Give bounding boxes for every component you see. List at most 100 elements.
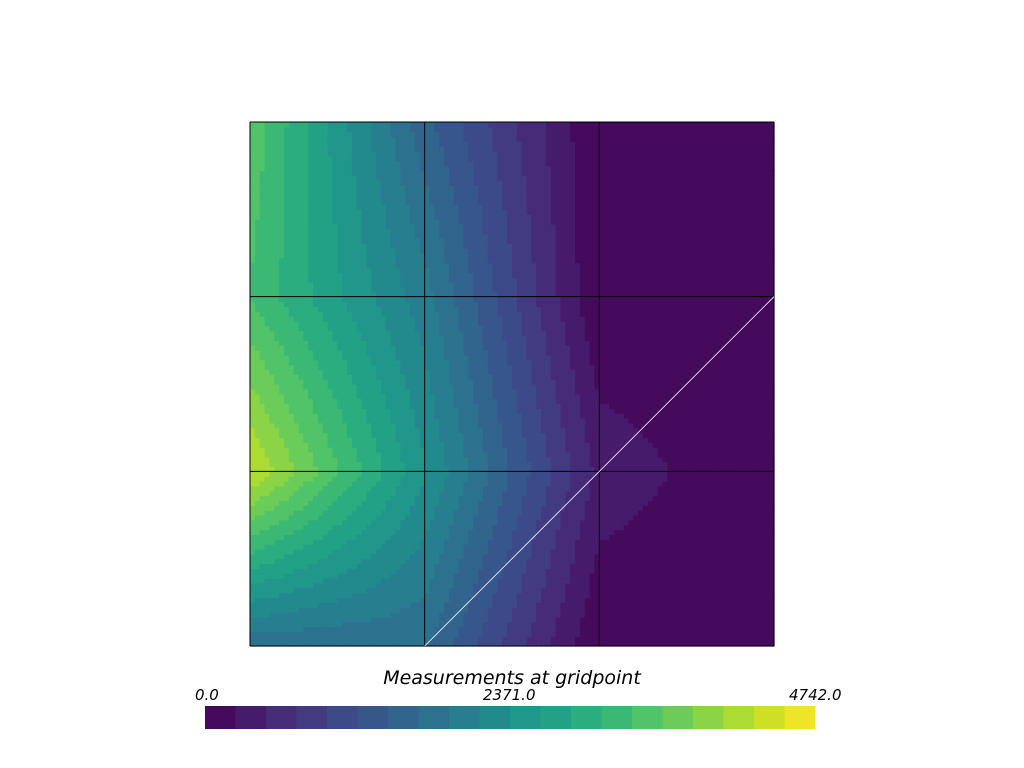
mesh-sample: [313, 194, 319, 201]
mesh-sample: [283, 602, 290, 608]
mesh-sample: [400, 612, 406, 618]
mesh-sample: [317, 626, 324, 633]
mesh-sample: [444, 534, 450, 540]
mesh-sample: [259, 582, 266, 589]
mesh-sample: [279, 219, 285, 225]
mesh-sample: [512, 515, 518, 521]
mesh-sample: [283, 592, 290, 599]
mesh-sample: [264, 490, 271, 497]
mesh-sample: [351, 481, 358, 487]
mesh-sample: [308, 612, 314, 618]
mesh-sample: [303, 374, 309, 380]
mesh-sample: [293, 253, 300, 259]
mesh-sample: [347, 320, 353, 327]
mesh-sample: [419, 364, 426, 371]
mesh-sample: [269, 126, 275, 133]
mesh-sample: [259, 296, 266, 303]
mesh-sample: [313, 160, 319, 167]
mesh-sample: [555, 495, 562, 502]
mesh-sample: [293, 267, 300, 274]
mesh-sample: [361, 398, 368, 405]
mesh-sample: [487, 510, 494, 516]
mesh-sample: [322, 277, 329, 283]
mesh-sample: [351, 631, 358, 637]
mesh-sample: [298, 146, 304, 152]
mesh-sample: [448, 524, 455, 531]
mesh-sample: [395, 631, 402, 637]
mesh-sample: [283, 597, 290, 603]
mesh-sample: [279, 325, 285, 332]
mesh-sample: [473, 597, 479, 603]
mesh-sample: [453, 616, 460, 623]
mesh-sample: [414, 272, 421, 278]
mesh-sample: [361, 539, 368, 545]
mesh-sample: [254, 131, 261, 138]
mesh-sample: [366, 306, 372, 312]
mesh-sample: [361, 563, 368, 569]
mesh-sample: [419, 461, 426, 468]
mesh-sample: [414, 437, 421, 443]
mesh-sample: [361, 384, 368, 390]
mesh-sample: [366, 490, 372, 497]
mesh-sample: [303, 175, 309, 181]
mesh-sample: [366, 175, 372, 181]
mesh-sample: [317, 403, 324, 409]
mesh-sample: [507, 573, 513, 579]
mesh-sample: [429, 578, 435, 584]
mesh-sample: [356, 612, 363, 618]
mesh-sample: [414, 398, 421, 405]
mesh-sample: [351, 296, 358, 303]
mesh-sample: [434, 548, 440, 555]
mesh-sample: [410, 621, 416, 628]
mesh-sample: [361, 238, 368, 244]
mesh-sample: [395, 641, 402, 647]
mesh-sample: [347, 626, 353, 633]
mesh-sample: [565, 529, 571, 536]
mesh-sample: [512, 578, 518, 584]
mesh-sample: [526, 563, 533, 569]
mesh-sample: [376, 510, 382, 516]
mesh-sample: [259, 165, 266, 172]
mesh-sample: [419, 330, 426, 337]
mesh-sample: [337, 185, 343, 191]
mesh-sample: [536, 529, 542, 536]
mesh-sample: [381, 282, 387, 288]
mesh-sample: [361, 515, 368, 521]
mesh-sample: [347, 582, 353, 589]
mesh-sample: [400, 607, 406, 613]
mesh-sample: [293, 122, 300, 128]
mesh-sample: [473, 636, 479, 642]
mesh-sample: [419, 456, 426, 463]
mesh-sample: [521, 539, 528, 545]
mesh-sample: [458, 563, 465, 569]
mesh-sample: [283, 204, 290, 210]
mesh-sample: [545, 548, 552, 555]
mesh-sample: [414, 286, 421, 293]
mesh-sample: [400, 519, 406, 526]
mesh-sample: [288, 253, 295, 259]
mesh-sample: [390, 165, 397, 172]
mesh-sample: [439, 539, 445, 545]
mesh-sample: [313, 272, 319, 278]
mesh-sample: [361, 228, 368, 235]
mesh-sample: [274, 316, 280, 322]
mesh-sample: [371, 291, 377, 298]
mesh-sample: [419, 354, 426, 361]
mesh-sample: [356, 490, 363, 497]
mesh-sample: [405, 582, 411, 589]
mesh-sample: [332, 466, 338, 472]
mesh-sample: [376, 131, 382, 138]
mesh-sample: [395, 510, 402, 516]
mesh-sample: [303, 204, 309, 210]
mesh-sample: [361, 364, 368, 371]
mesh-sample: [264, 519, 271, 526]
mesh-sample: [259, 413, 266, 419]
mesh-sample: [385, 160, 392, 167]
mesh-sample: [385, 485, 392, 492]
mesh-sample: [487, 534, 494, 540]
mesh-sample: [444, 495, 450, 502]
mesh-sample: [279, 447, 285, 453]
mesh-sample: [482, 621, 489, 628]
mesh-sample: [385, 417, 392, 424]
mesh-sample: [550, 515, 557, 521]
